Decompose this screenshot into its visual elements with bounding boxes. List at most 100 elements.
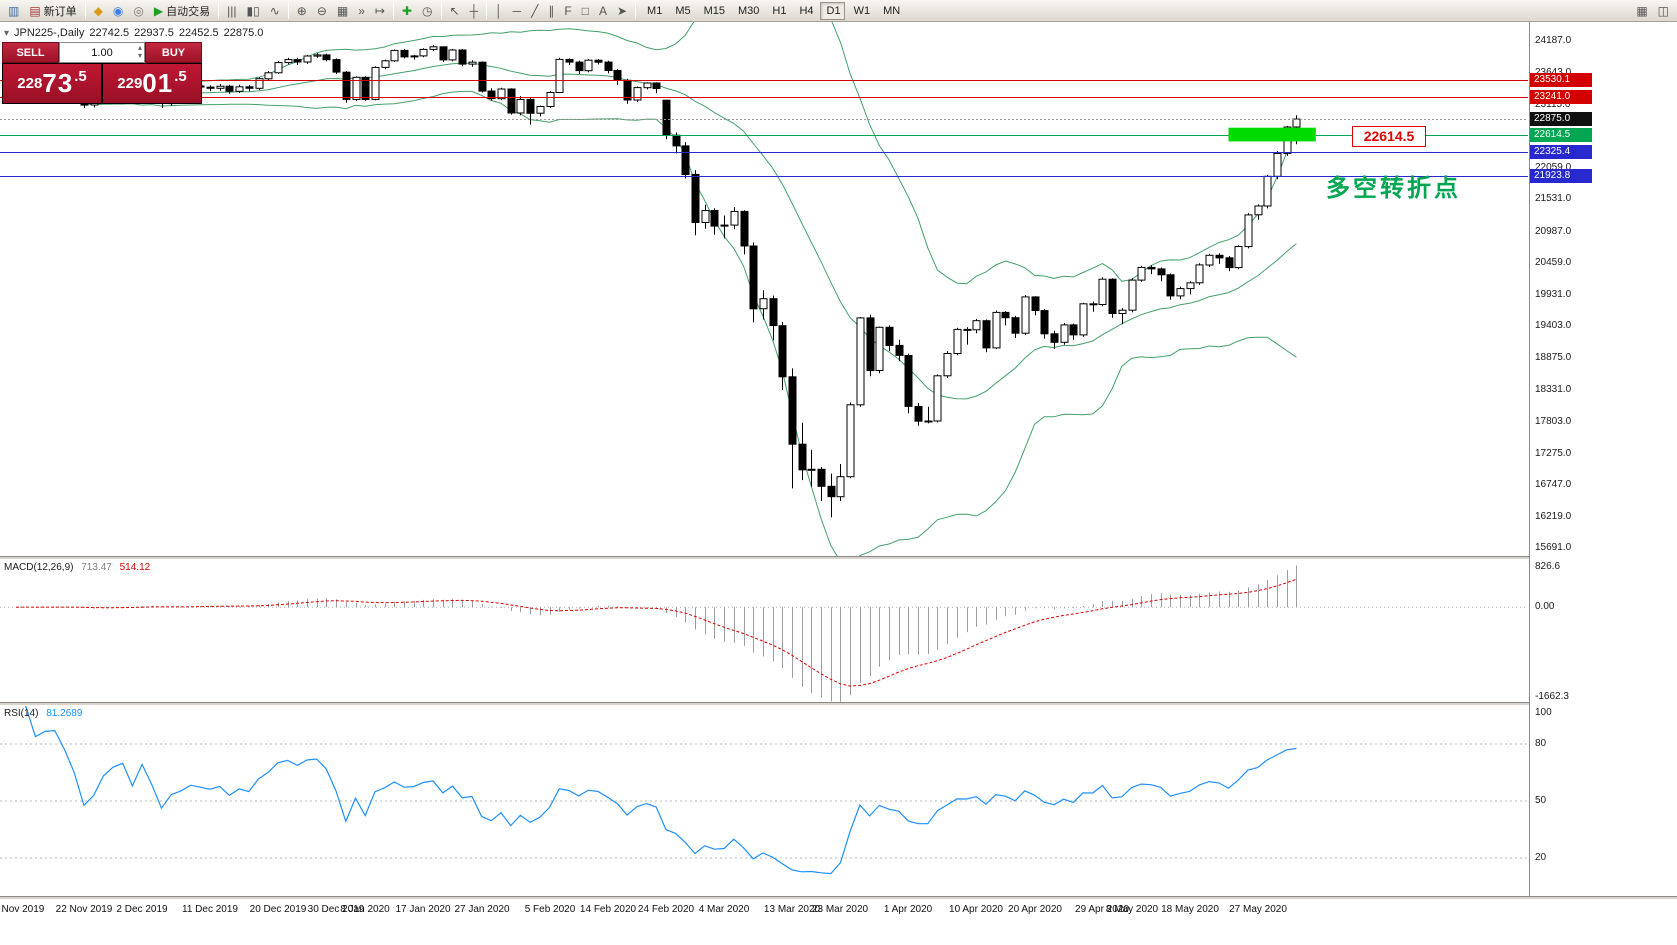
fibonacci-icon: F [564,3,572,18]
tf-m5-button[interactable]: M5 [668,2,694,20]
buy-price-button[interactable]: 229 01.5 [103,64,201,103]
shapes-button[interactable]: □ [578,2,593,20]
candlesticks[interactable] [12,44,1301,518]
tf-w1-button[interactable]: W1 [847,2,875,20]
zoom-out-button[interactable]: ⊖ [313,2,331,20]
tf-h1-button[interactable]: H1 [765,2,790,20]
pane-separator-macd[interactable] [0,556,1677,560]
macd-axis-label: -1662.3 [1535,691,1569,702]
toolbar-separator [392,2,394,19]
crosshair-button[interactable]: ┼ [466,2,483,20]
time-axis-label: 2 Dec 2019 [116,904,168,915]
volume-spinner: ▴ ▾ [138,44,142,60]
window-cascade-button[interactable]: ◫ [1654,2,1673,20]
autotrading-button[interactable]: ▶ 自动交易 [150,2,214,20]
autotrading-icon: ▶ [153,3,164,18]
window-tile-icon: ▦ [1636,3,1648,18]
vertical-line-button[interactable]: │ [491,2,507,20]
chart-shift-button[interactable]: ↦ [371,2,389,20]
market-button[interactable]: ◎ [129,2,147,20]
shapes-icon: □ [581,3,589,18]
fibonacci-button[interactable]: F [560,2,575,20]
toolbar-separator [84,2,86,19]
community-button[interactable]: ◉ [109,2,127,20]
time-axis-label: 23 Mar 2020 [811,904,869,915]
chart-bars-button[interactable]: ||| [223,2,240,20]
ohlc-open: 22742.5 [89,27,130,39]
zoom-in-button[interactable]: ⊕ [293,2,311,20]
macd-header: MACD(12,26,9) 713.47 514.12 [4,562,150,573]
metaeditor-button[interactable]: ◆ [90,2,107,20]
new-order-icon: ▤ [29,3,41,18]
price-axis[interactable]: 24187.023643.023115.022587.022059.021531… [1529,22,1677,896]
chart-line-button[interactable]: ∿ [266,2,284,20]
toolbar-separator [440,2,442,19]
zoom-in-icon: ⊕ [296,3,307,18]
charts-button[interactable]: ▥ [4,2,23,20]
symbol-period-label: JPN225-,Daily [14,27,85,39]
tf-m15-button[interactable]: M15 [697,2,729,20]
trendline-button[interactable]: ╱ [527,2,542,20]
bollinger-lower-band [15,90,1297,556]
rsi-value: 81.2689 [46,708,83,719]
price-axis-label: 24187.0 [1535,35,1572,46]
new-order-button[interactable]: ▤ 新订单 [25,2,80,20]
tile-windows-button[interactable]: ▦ [333,2,352,20]
rsi-line [25,706,1297,875]
sell-button[interactable]: SELL [2,42,59,63]
price-axis-label: 20987.0 [1535,226,1572,237]
arrows-button[interactable]: ➤ [613,2,631,20]
tf-m1-button[interactable]: M1 [640,2,666,20]
macd-label: MACD(12,26,9) [4,562,74,573]
price-callout-label[interactable]: 22614.5 [1352,126,1426,147]
bollinger-upper-band [15,22,1297,285]
cursor-button[interactable]: ↖ [446,2,464,20]
price-axis-label: 20459.0 [1535,257,1572,268]
price-axis-label: 23115.0 [1535,99,1571,110]
horizontal-line-icon: ─ [512,3,522,18]
tf-mn-button[interactable]: MN [876,2,904,20]
breakout-rectangle[interactable] [1228,127,1316,142]
auto-scroll-button[interactable]: » [354,2,369,20]
volume-up-icon[interactable]: ▴ [137,43,142,52]
price-tag-22325.4: 22325.4 [1530,145,1592,159]
tf-h1-label: H1 [772,4,787,17]
charts-icon: ▥ [8,3,20,18]
volume-field[interactable]: 1.00 ▴ ▾ [59,42,145,63]
horizontal-line-button[interactable]: ─ [509,2,526,20]
time-axis-label: 27 Jan 2020 [454,904,510,915]
channel-button[interactable]: ∥ [544,2,558,20]
time-axis-label: 18 May 2020 [1161,904,1219,915]
tf-h4-button[interactable]: H4 [792,2,817,20]
indicators-icon: ✚ [401,3,413,18]
indicators-button[interactable]: ✚ [398,2,416,20]
macd-indicator-pane[interactable] [0,560,1528,702]
window-tile-button[interactable]: ▦ [1632,2,1651,20]
one-click-collapse-icon[interactable]: ▾ [4,27,10,39]
toolbar: ▥ ▤ 新订单 ◆ ◉ ◎ ▶ 自动交易 ||| ▮▯ ∿ ⊕ ⊖ ▦ » ↦ ✚ ◷ ↖ ┼ │ ─ ╱ ∥ F □ A ➤ M1 M5… [0,0,1677,22]
sell-price-button[interactable]: 228 73.5 [3,64,101,103]
periods-button[interactable]: ◷ [418,2,436,20]
time-axis-label: 13 Nov 2019 [0,904,45,915]
time-axis-label: 5 Feb 2020 [524,904,576,915]
metaeditor-icon: ◆ [93,3,103,18]
price-axis-label: 19931.0 [1535,289,1572,300]
rsi-indicator-pane[interactable] [0,706,1528,896]
turning-point-annotation[interactable]: 多空转折点 [1326,175,1461,202]
pane-separator-rsi[interactable] [0,702,1677,706]
text-button[interactable]: A [595,2,611,20]
tf-d1-label: D1 [826,4,841,17]
tf-d1-button[interactable]: D1 [819,1,845,20]
buy-price-pip: .5 [174,68,187,85]
rsi-axis-label: 80 [1535,738,1547,749]
price-axis-label: 19403.0 [1535,320,1572,331]
chart-candles-button[interactable]: ▮▯ [242,2,263,20]
tf-m30-button[interactable]: M30 [731,2,763,20]
tf-mn-label: MN [883,4,901,17]
buy-button[interactable]: BUY [145,42,202,63]
chart-shift-icon: ↦ [374,3,385,18]
autotrading-label: 自动交易 [166,5,211,18]
volume-down-icon[interactable]: ▾ [137,51,142,60]
main-price-chart[interactable] [0,22,1528,556]
